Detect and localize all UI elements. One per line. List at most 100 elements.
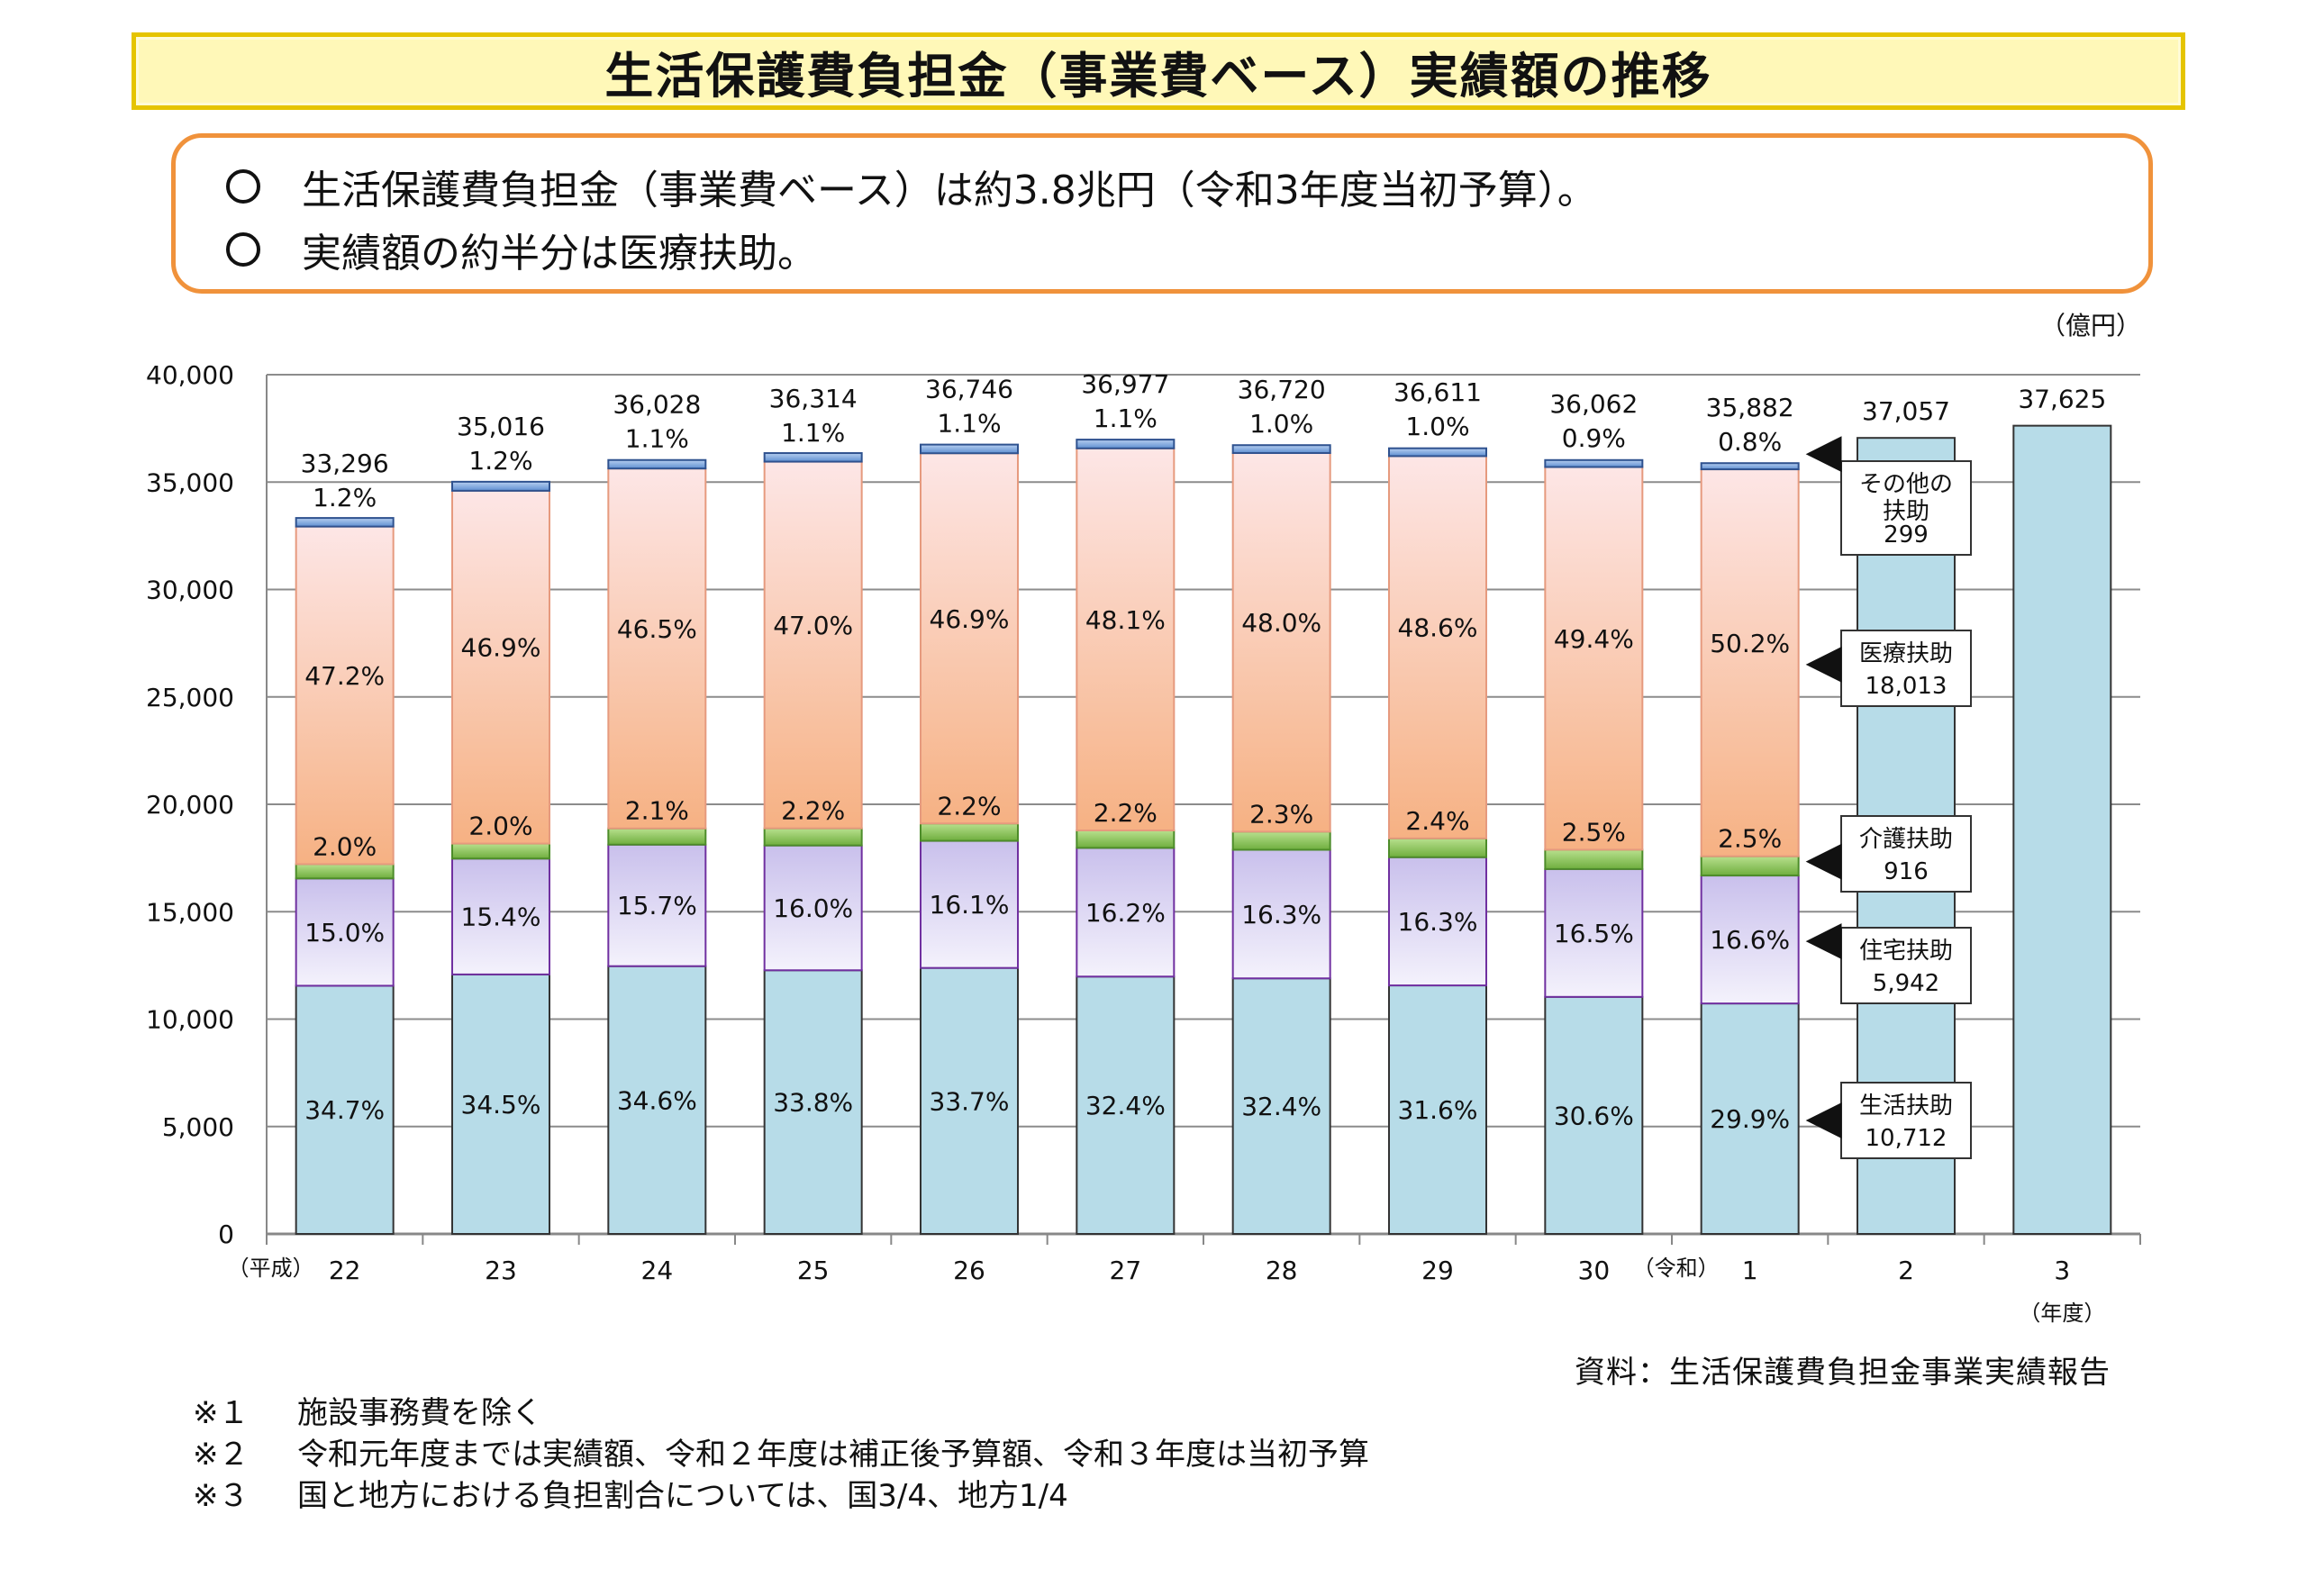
y-tick-label: 5,000 — [162, 1112, 234, 1142]
bar-segment-iryo — [295, 525, 395, 866]
share-label: 16.1% — [930, 890, 1010, 920]
circle-bullet-icon — [226, 169, 260, 204]
bar-segment-seikatsu — [451, 973, 550, 1236]
share-label: 2.0% — [468, 812, 532, 841]
bar-segment-jutaku — [920, 839, 1019, 969]
total-label: 36,611 — [1394, 377, 1482, 407]
footnote: ※１ 施設事務費を除く — [193, 1392, 1369, 1434]
bar-segment-iryo — [1700, 468, 1800, 857]
callout-value: 5,942 — [1873, 970, 1939, 997]
footnotes: ※１ 施設事務費を除く ※２ 令和元年度までは実績額、令和２年度は補正後予算額、… — [193, 1392, 1369, 1517]
bar-segment-jutaku — [1544, 867, 1644, 998]
share-label: 16.0% — [773, 893, 853, 923]
share-label: 15.0% — [304, 918, 385, 948]
footnote-text: 国と地方における負担割合については、国3/4、地方1/4 — [297, 1478, 1068, 1514]
bar-segment-other — [1388, 447, 1487, 458]
bar-segment-iryo — [763, 460, 863, 830]
y-tick-label: 25,000 — [146, 683, 234, 712]
bar-segment-other — [1700, 462, 1800, 471]
callout-value: 18,013 — [1866, 673, 1947, 700]
x-tick-label: 29 — [1421, 1256, 1454, 1285]
share-label: 1.0% — [1405, 412, 1469, 441]
share-label: 46.5% — [617, 614, 697, 644]
bar-segment-kaigo — [1388, 837, 1487, 858]
footnote: ※３ 国と地方における負担割合については、国3/4、地方1/4 — [193, 1475, 1369, 1517]
share-label: 47.0% — [773, 611, 853, 640]
x-tick-label: 25 — [797, 1256, 830, 1285]
footnote: ※２ 令和元年度までは実績額、令和２年度は補正後予算額、令和３年度は当初予算 — [193, 1434, 1369, 1475]
share-label: 2.0% — [313, 831, 377, 861]
footnote-text: 令和元年度までは実績額、令和２年度は補正後予算額、令和３年度は当初予算 — [297, 1437, 1369, 1473]
share-label: 2.5% — [1718, 824, 1782, 854]
bar-segment-kaigo — [1544, 848, 1644, 870]
bar-segment-kaigo — [1700, 855, 1800, 877]
y-tick-label: 10,000 — [146, 1005, 234, 1035]
bar-segment-jutaku — [763, 844, 863, 972]
bar-segment-seikatsu — [920, 966, 1019, 1236]
bar-segment-seikatsu — [1388, 984, 1487, 1235]
bar-segment-kaigo — [451, 842, 550, 860]
callout-name: 医療扶助 — [1859, 640, 1953, 667]
callout-box — [1840, 1082, 1972, 1159]
callout-name: 住宅扶助 — [1859, 938, 1953, 965]
total-label: 36,720 — [1238, 375, 1326, 404]
share-label: 2.3% — [1249, 799, 1313, 829]
bar-segment-seikatsu — [763, 969, 863, 1235]
source-note: 資料：生活保護費負担金事業実績報告 — [1575, 1355, 2111, 1391]
share-label: 30.6% — [1554, 1101, 1634, 1130]
share-label: 34.5% — [461, 1090, 541, 1120]
footnote-mark: ※１ — [193, 1395, 250, 1431]
era-label: （平成） — [228, 1256, 314, 1281]
bar-segment-seikatsu — [1700, 1002, 1800, 1236]
bar-segment-seikatsu — [1231, 977, 1331, 1235]
x-tick-label: 28 — [1266, 1256, 1298, 1285]
footnote-mark: ※３ — [193, 1478, 250, 1514]
share-label: 16.6% — [1710, 925, 1790, 955]
callout-box — [1840, 630, 1972, 707]
share-label: 32.4% — [1241, 1092, 1321, 1121]
bar-segment-kaigo — [607, 827, 707, 846]
x-tick-label: 24 — [641, 1256, 674, 1285]
total-label: 36,062 — [1549, 389, 1638, 419]
callout-box — [1840, 815, 1972, 893]
share-label: 1.1% — [625, 424, 689, 454]
share-label: 33.7% — [930, 1086, 1010, 1116]
summary-box: 生活保護費負担金（事業費ベース）は約3.8兆円（令和3年度当初予算）。 実績額の… — [171, 133, 2153, 294]
title-banner: 生活保護費負担金（事業費ベース）実績額の推移 — [132, 32, 2185, 110]
bar-segment-iryo — [1076, 447, 1176, 831]
bar-segment-kaigo — [295, 863, 395, 880]
summary-item: 生活保護費負担金（事業費ベース）は約3.8兆円（令和3年度当初予算）。 — [226, 158, 1597, 215]
callout-name: 介護扶助 — [1859, 826, 1953, 853]
share-label: 2.2% — [937, 791, 1001, 821]
bar-segment-seikatsu — [1076, 975, 1176, 1235]
bar-segment-kaigo — [920, 822, 1019, 842]
footnote-text: 施設事務費を除く — [297, 1395, 542, 1431]
share-label: 15.7% — [617, 891, 697, 920]
share-label: 49.4% — [1554, 624, 1634, 654]
bar-segment-seikatsu — [607, 965, 707, 1236]
share-label: 48.0% — [1241, 608, 1321, 638]
share-label: 1.2% — [468, 446, 532, 476]
total-label: 35,882 — [1706, 393, 1794, 422]
total-label: 36,746 — [925, 375, 1013, 404]
share-label: 2.5% — [1562, 817, 1626, 847]
total-label: 36,314 — [769, 384, 858, 413]
x-tick-label: 3 — [2054, 1256, 2070, 1285]
x-tick-label: 26 — [953, 1256, 985, 1285]
share-label: 31.6% — [1398, 1095, 1478, 1125]
share-label: 16.3% — [1398, 907, 1478, 937]
bar-segment-other — [763, 452, 863, 463]
share-label: 2.1% — [625, 796, 689, 826]
share-label: 16.3% — [1241, 900, 1321, 929]
circle-bullet-icon — [226, 232, 260, 267]
x-tick-label: 30 — [1578, 1256, 1611, 1285]
callout-box — [1840, 927, 1972, 1004]
y-tick-label: 0 — [218, 1220, 234, 1249]
total-label: 36,028 — [613, 390, 701, 420]
share-label: 15.4% — [461, 902, 541, 932]
share-label: 33.8% — [773, 1088, 853, 1118]
callout-value: 10,712 — [1866, 1125, 1947, 1152]
total-label: 37,625 — [2018, 385, 2106, 414]
share-label: 1.0% — [1249, 409, 1313, 439]
